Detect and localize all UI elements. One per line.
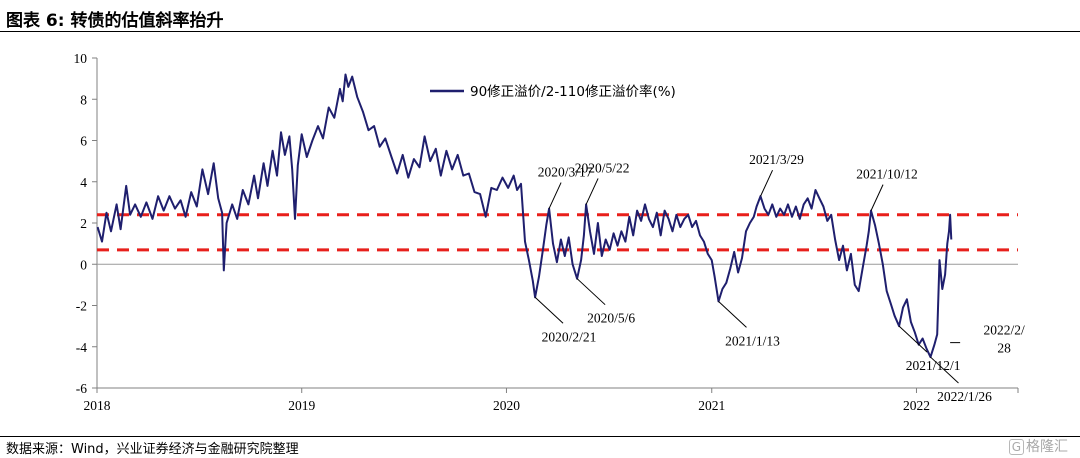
annotation-label: 2022/2/ [983,323,1025,338]
annotation-label: 2020/5/22 [575,160,630,175]
x-tick-label: 2022 [903,398,930,413]
annotation-label: 2022/1/26 [937,389,992,404]
y-tick-label: -4 [76,340,87,355]
annotation-leader [898,325,928,353]
source-note: 数据来源：Wind，兴业证券经济与金融研究院整理 [6,442,299,457]
annotation-leader [548,182,562,209]
annotation-label: 28 [997,341,1011,356]
annotation-leader [718,301,747,328]
annotation-leader [870,184,884,211]
y-tick-label: -6 [76,381,87,396]
chart-title: 图表 6: 转债的估值斜率抬升 [6,11,224,31]
y-tick-label: 10 [74,51,88,66]
watermark-text: 格隆汇 [1026,439,1068,455]
y-tick-label: 2 [80,216,87,231]
y-tick-label: 8 [80,92,87,107]
y-tick-label: 6 [80,134,87,149]
annotation-label: 2021/10/12 [856,167,918,182]
annotation-label: 2021/12/1 [906,358,961,373]
x-tick-label: 2019 [288,398,315,413]
y-tick-label: 0 [80,257,87,272]
annotation-label: 2020/5/6 [587,311,635,326]
annotation-label: 2020/2/21 [542,329,597,344]
annotation-label: 2020/3/17 [538,165,593,180]
annotation-label: 2021/3/29 [749,152,804,167]
annotation-leader [534,296,564,324]
watermark-icon: G [1008,439,1024,455]
line-chart: -6 -4 -2 0 2 4 6 8 10 2018 2019 2020 2021 2022 90修正溢价/… [74,51,1025,413]
annotation-leader [585,178,599,205]
y-tick-label: -2 [76,299,87,314]
annotation-leader [930,356,959,384]
annotation-label: 2021/1/13 [725,333,780,348]
y-tick-label: 4 [80,175,87,190]
annotation-leader [576,278,606,306]
watermark-logo: G 格隆汇 [1008,436,1068,456]
annotation-leader [760,169,774,197]
legend-label: 90修正溢价/2-110修正溢价率(%) [470,83,676,100]
x-tick-label: 2020 [493,398,520,413]
title-divider [0,31,1080,32]
x-tick-label: 2018 [84,398,111,413]
x-tick-label: 2021 [698,398,725,413]
series-line-1 [96,73,953,359]
source-divider [0,436,1080,437]
